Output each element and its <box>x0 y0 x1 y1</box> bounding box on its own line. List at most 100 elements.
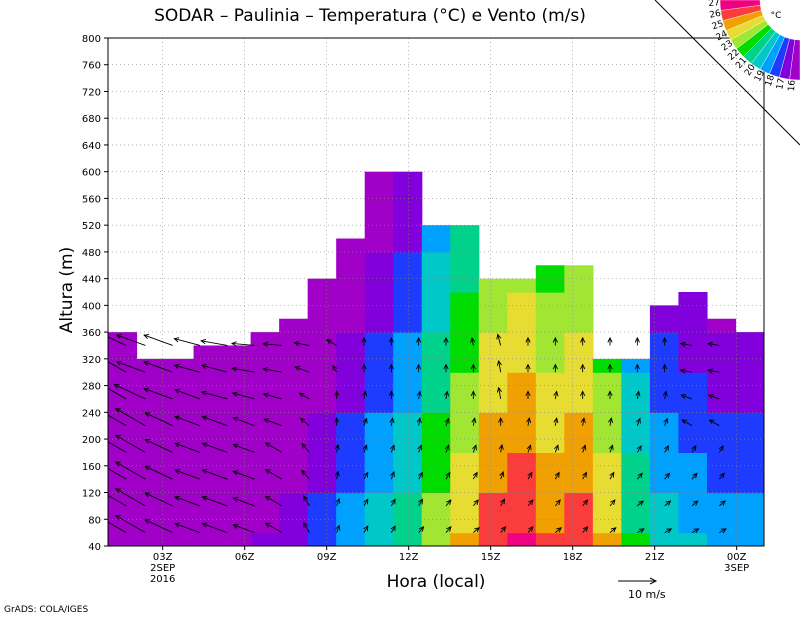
wind-arrow <box>444 390 450 400</box>
temperature-cell <box>450 439 480 454</box>
wind-arrow <box>361 363 367 373</box>
temperature-cell <box>421 358 451 373</box>
wind-arrow-shaft <box>336 525 340 533</box>
temperature-cell <box>364 185 394 200</box>
temperature-cell <box>507 385 537 400</box>
wind-arrow <box>174 469 201 480</box>
plot-frame <box>107 37 765 547</box>
temperature-cell <box>735 332 764 347</box>
temperature-cell <box>393 225 423 240</box>
wind-arrow-shaft <box>418 418 421 426</box>
wind-arrow-head <box>664 444 669 451</box>
wind-arrow <box>634 363 640 373</box>
temperature-cell <box>592 519 622 534</box>
temperature-cell <box>108 412 138 427</box>
wind-arrow-head <box>666 528 673 534</box>
wind-arrow <box>608 444 614 453</box>
temperature-cell <box>393 425 423 440</box>
wind-arrow-head <box>174 522 181 528</box>
wind-arrow-head <box>144 492 151 498</box>
x-tick-label: 12Z <box>399 552 419 563</box>
wind-arrow-head <box>388 336 394 343</box>
temperature-cell <box>364 519 394 534</box>
temperature-cell <box>507 278 537 293</box>
wind-arrow-head <box>444 417 450 424</box>
wind-arrow <box>174 522 201 534</box>
temperature-cell <box>535 345 565 360</box>
wind-arrow <box>114 488 146 507</box>
temperature-cell <box>478 372 508 387</box>
x-tick-label: 15Z <box>481 552 501 563</box>
wind-arrow <box>580 336 586 346</box>
wind-arrow-shaft <box>554 391 558 400</box>
temperature-cell <box>421 398 451 413</box>
temperature-cell <box>108 452 138 467</box>
wind-arrow-head <box>303 521 309 528</box>
temperature-cell <box>279 385 309 400</box>
temperature-cell <box>649 532 680 546</box>
wind-arrow <box>609 527 617 533</box>
wind-arrow-head <box>496 333 502 340</box>
wind-arrow-head <box>554 471 560 478</box>
wind-arrow <box>299 417 310 427</box>
wind-arrow <box>108 441 127 453</box>
temperature-cell <box>735 465 764 480</box>
temperature-cell <box>450 519 480 534</box>
wind-arrow <box>200 390 228 400</box>
colorbar-segment <box>719 0 761 11</box>
wind-arrow-head <box>144 412 151 417</box>
temperature-cell <box>450 505 480 520</box>
wind-arrow <box>113 383 146 400</box>
wind-arrow-head <box>200 363 207 369</box>
temperature-cell <box>421 225 451 240</box>
wind-arrow-head <box>636 417 641 424</box>
x-tick-label: 21Z <box>645 552 665 563</box>
temperature-cell <box>735 358 764 373</box>
wind-arrow <box>201 442 228 453</box>
wind-arrow-shaft <box>265 442 283 453</box>
temperature-cell <box>307 532 337 546</box>
wind-arrow-head <box>115 360 122 366</box>
temperature-cell <box>678 439 708 454</box>
wind-arrow <box>552 363 558 373</box>
temperature-cell <box>564 519 594 534</box>
temperature-cell <box>250 332 280 347</box>
temperature-cell <box>336 345 366 360</box>
wind-arrow-shaft <box>233 444 255 453</box>
wind-arrow-head <box>361 336 367 343</box>
temperature-cell <box>592 358 622 373</box>
temperature-cell <box>193 358 223 373</box>
wind-arrow <box>200 363 228 373</box>
temperature-cell <box>621 398 651 413</box>
temperature-cell <box>421 465 451 480</box>
wind-arrow-head <box>293 341 300 347</box>
wind-arrow-head <box>498 443 504 450</box>
temperature-cell <box>649 345 680 360</box>
x-tick-label: 06Z <box>235 552 255 563</box>
wind-arrow-shaft <box>202 416 228 427</box>
wind-arrow-head <box>390 498 396 505</box>
temperature-cell <box>535 265 565 280</box>
wind-arrow-head <box>174 469 181 474</box>
wind-arrow-head <box>114 434 121 440</box>
temperature-cell <box>364 251 394 266</box>
temperature-cell <box>336 412 366 427</box>
temperature-cell <box>706 505 737 520</box>
wind-arrow-head <box>637 472 643 479</box>
wind-arrow-shaft <box>115 434 146 453</box>
wind-arrow <box>527 471 533 480</box>
wind-arrow <box>582 499 589 507</box>
temperature-field <box>108 171 764 546</box>
temperature-cell <box>535 318 565 333</box>
wind-arrow-head <box>718 444 724 451</box>
wind-arrow-head <box>201 415 208 421</box>
wind-arrow <box>634 336 640 346</box>
temperature-cell <box>193 439 223 454</box>
wind-arrow-shaft <box>473 527 480 533</box>
wind-arrow-head <box>231 366 238 372</box>
temperature-cell <box>621 412 651 427</box>
temperature-cell <box>450 425 480 440</box>
temperature-cell <box>307 452 337 467</box>
wind-arrow-shaft <box>108 387 127 400</box>
temperature-cell <box>250 492 280 507</box>
